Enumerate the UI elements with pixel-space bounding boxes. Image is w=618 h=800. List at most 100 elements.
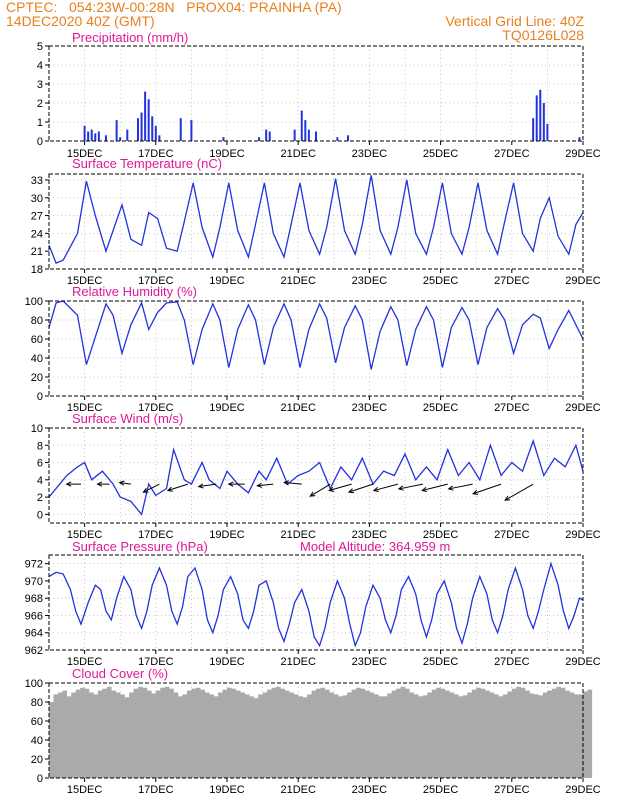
cloud-bar [427, 692, 432, 778]
wind-arrow [421, 483, 448, 492]
cloud-bar [262, 692, 268, 778]
cloud-bar [93, 694, 99, 778]
cloud-bar [182, 694, 188, 778]
cloud-bar [565, 690, 570, 778]
cloud-bar [507, 691, 513, 778]
panel-frame [48, 427, 584, 524]
cloud-bar [405, 688, 410, 778]
cloud-bar [142, 687, 148, 778]
cloud-bar [525, 690, 530, 778]
x-tick-label: 15DEC [67, 402, 103, 414]
cloud-bar [422, 695, 428, 778]
cloud-bar [329, 692, 335, 778]
wind-arrowhead [118, 480, 125, 486]
panel-title: Precipitation (mm/h) [72, 30, 188, 45]
cloud-bar [151, 693, 157, 778]
precip-bar [83, 125, 86, 141]
y-tick-label: 0 [37, 509, 43, 521]
wind-arrowhead [283, 480, 290, 486]
cloud-bar [235, 690, 241, 778]
y-tick-label: 3 [37, 79, 43, 91]
y-tick-label: 60 [31, 334, 43, 346]
y-tick-label: 27 [31, 211, 43, 223]
series-line [48, 300, 584, 370]
cloud-bar [164, 686, 170, 778]
cloud-bar [467, 692, 472, 778]
cloud-bar [538, 695, 544, 778]
x-tick-label: 21DEC [280, 402, 316, 414]
y-tick-label: 970 [25, 576, 43, 588]
precip-bar [158, 135, 161, 141]
cloud-bar [556, 686, 561, 778]
cloud-bar [547, 690, 553, 778]
cloud-bar [356, 687, 361, 778]
precip-bar [154, 125, 157, 141]
x-tick-label: 21DEC [280, 529, 316, 541]
cloud-bar [160, 687, 165, 778]
cloud-bar [498, 696, 504, 778]
x-tick-label: 17DEC [138, 656, 174, 668]
cloud-bar [231, 688, 237, 778]
precip-bar [87, 131, 90, 141]
cloud-bar [222, 689, 228, 778]
panel-frame [48, 682, 584, 779]
panel-2: 0 20 40 60 80 100 15DEC 17DEC 19DEC 21DEC 23DEC 25D… [25, 284, 601, 414]
y-tick-label: 100 [25, 678, 43, 690]
x-tick-label: 25DEC [423, 275, 459, 287]
cloud-bar [458, 696, 464, 778]
cloud-bar [396, 688, 401, 778]
precip-bar [126, 129, 129, 141]
wind-arrowhead [256, 482, 263, 488]
x-tick-label: 23DEC [352, 275, 388, 287]
cloud-bar [195, 687, 201, 778]
cloud-bar [115, 692, 121, 778]
series-line [48, 561, 584, 648]
cloud-bar [373, 694, 379, 778]
cloud-bar [218, 692, 223, 778]
cloud-bar [209, 694, 214, 778]
cloud-bar [413, 694, 419, 778]
y-tick-label: 100 [25, 296, 43, 308]
x-tick-label: 21DEC [280, 148, 316, 160]
cloud-bar [511, 688, 517, 778]
cloud-bar [378, 696, 383, 778]
x-tick-label: 23DEC [352, 148, 388, 160]
precip-bar [347, 135, 350, 141]
precip-bar [268, 131, 271, 141]
cloud-bar [471, 689, 477, 778]
cloud-bar [191, 688, 197, 778]
y-tick-label: 966 [25, 610, 43, 622]
precip-bar [151, 116, 154, 141]
cloud-bar [476, 687, 481, 778]
precip-bar [293, 129, 296, 141]
y-tick-label: 40 [31, 735, 43, 747]
x-tick-label: 17DEC [138, 784, 174, 796]
panel-frame [48, 300, 584, 397]
wind-arrowhead [347, 488, 354, 494]
y-tick-label: 2 [37, 98, 43, 110]
wind-arrowhead [227, 481, 234, 487]
precip-bar [336, 137, 339, 141]
cloud-bar [320, 687, 326, 778]
cloud-bar [227, 687, 232, 778]
cloud-bar [391, 690, 397, 778]
cloud-bar [369, 692, 375, 778]
precip-bar [300, 110, 303, 141]
x-tick-label: 23DEC [352, 656, 388, 668]
cloud-bar [494, 694, 499, 778]
precip-bar [539, 89, 542, 141]
cloud-bar [400, 686, 406, 778]
precip-bar [535, 95, 538, 141]
cloud-bar [89, 692, 94, 778]
wind-arrow [472, 483, 502, 495]
wind-arrow [309, 483, 331, 497]
y-tick-label: 20 [31, 754, 43, 766]
series-line [48, 175, 584, 264]
precip-bar [307, 129, 310, 141]
cloud-bar [173, 692, 179, 778]
panel-title: Surface Pressure (hPa) [72, 539, 208, 554]
x-tick-label: 25DEC [423, 784, 459, 796]
y-tick-label: 1 [37, 117, 43, 129]
precip-bar [147, 99, 150, 141]
